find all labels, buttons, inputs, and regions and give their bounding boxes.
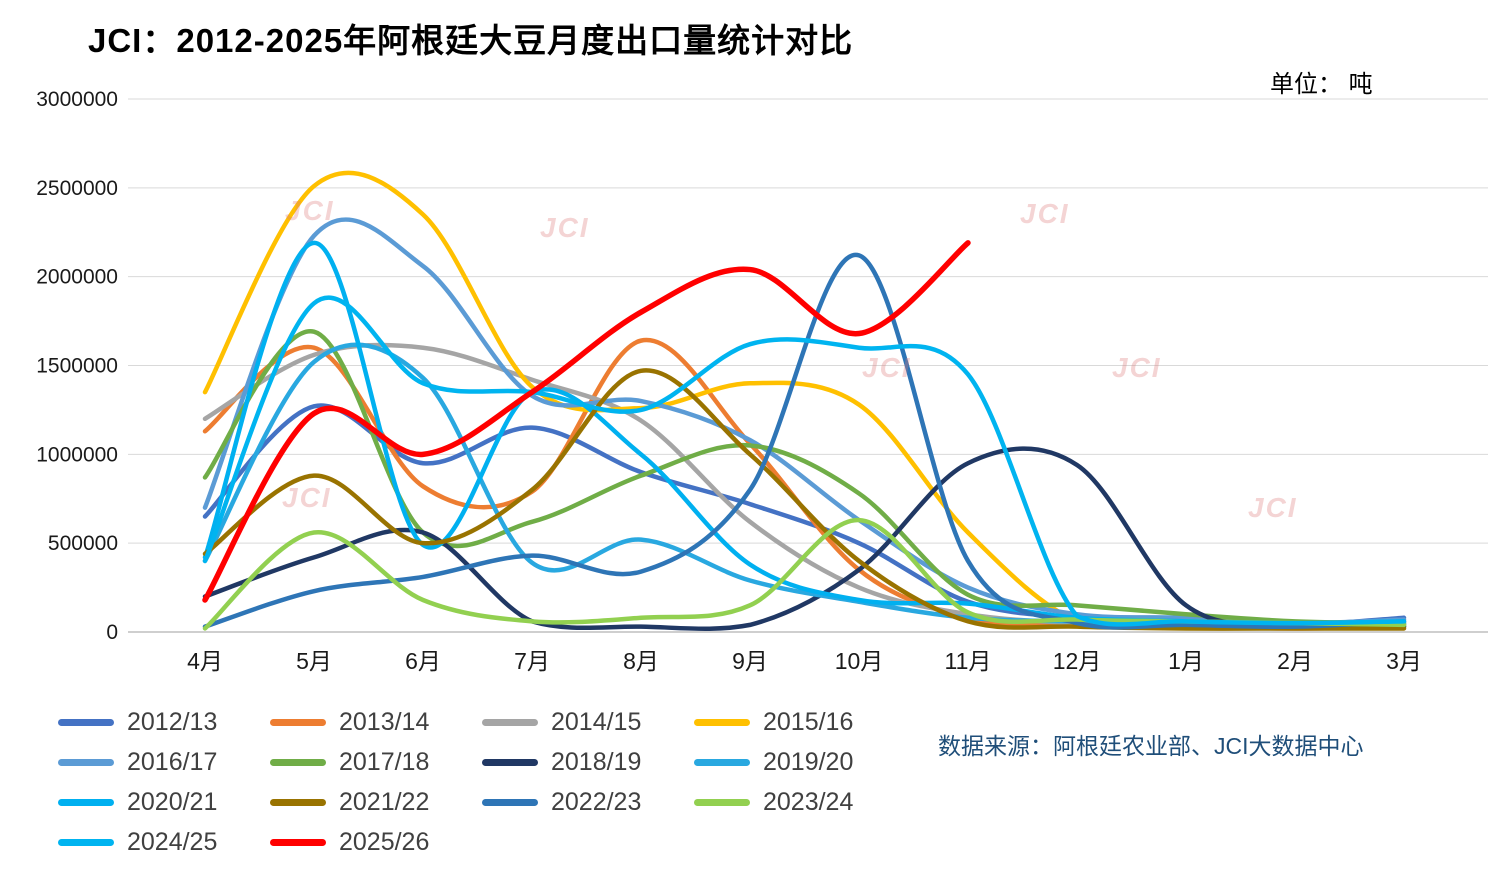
legend-item-2021-22: 2021/22: [270, 782, 482, 822]
legend-item-2017-18: 2017/18: [270, 742, 482, 782]
y-tick-label: 3000000: [36, 88, 118, 111]
legend-label: 2022/23: [551, 787, 642, 816]
legend-swatch: [482, 798, 538, 806]
legend-label: 2020/21: [127, 787, 218, 816]
x-tick-label: 8月: [623, 648, 659, 674]
legend-item-2013-14: 2013/14: [270, 702, 482, 742]
x-tick-label: 9月: [732, 648, 768, 674]
x-tick-label: 4月: [187, 648, 223, 674]
legend-label: 2021/22: [339, 787, 430, 816]
x-tick-label: 1月: [1168, 648, 1204, 674]
legend-label: 2025/26: [339, 827, 430, 856]
legend-label: 2019/20: [763, 747, 854, 776]
legend-label: 2012/13: [127, 707, 218, 736]
x-tick-label: 10月: [835, 648, 884, 674]
legend-item-2018-19: 2018/19: [482, 742, 694, 782]
x-tick-label: 11月: [945, 648, 992, 674]
series-line-2022-23: [202, 252, 1407, 630]
legend-swatch: [58, 758, 114, 766]
chart-legend: 2012/13 2013/14 2014/15 2015/16 2016/17 2017/…: [58, 702, 918, 862]
series-line-2016-17: [202, 217, 1407, 626]
legend-item-2022-23: 2022/23: [482, 782, 694, 822]
legend-label: 2018/19: [551, 747, 642, 776]
legend-item-2012-13: 2012/13: [58, 702, 270, 742]
legend-swatch: [58, 718, 114, 726]
series-line-2024-25: [202, 295, 1407, 627]
legend-swatch: [58, 838, 114, 846]
legend-swatch: [482, 758, 538, 766]
x-tick-label: 3月: [1386, 648, 1422, 674]
legend-swatch: [58, 798, 114, 806]
legend-item-2019-20: 2019/20: [694, 742, 906, 782]
series-line-2021-22: [202, 368, 1407, 631]
legend-item-2023-24: 2023/24: [694, 782, 906, 822]
legend-swatch: [270, 758, 326, 766]
legend-swatch: [694, 758, 750, 766]
legend-label: 2013/14: [339, 707, 430, 736]
legend-label: 2014/15: [551, 707, 642, 736]
unit-label: 单位： 吨: [1270, 71, 1373, 98]
legend-swatch: [270, 838, 326, 846]
legend-item-2024-25: 2024/25: [58, 822, 270, 862]
y-tick-label: 2000000: [36, 266, 118, 289]
legend-label: 2023/24: [763, 787, 854, 816]
y-tick-label: 1000000: [36, 443, 118, 466]
legend-item-2015-16: 2015/16: [694, 702, 906, 742]
series-line-2014-15: [202, 342, 1407, 629]
legend-swatch: [270, 718, 326, 726]
legend-swatch: [482, 718, 538, 726]
x-tick-label: 12月: [1053, 648, 1102, 674]
legend-label: 2024/25: [127, 827, 218, 856]
legend-item-2025-26: 2025/26: [270, 822, 482, 862]
legend-swatch: [270, 798, 326, 806]
y-tick-label: 0: [106, 621, 118, 644]
legend-label: 2017/18: [339, 747, 430, 776]
legend-label: 2016/17: [127, 747, 218, 776]
x-tick-label: 6月: [405, 648, 441, 674]
series-line-2023-24: [202, 517, 1407, 631]
legend-item-2014-15: 2014/15: [482, 702, 694, 742]
legend-label: 2015/16: [763, 707, 854, 736]
legend-swatch: [694, 718, 750, 726]
series-line-2025-26: [202, 240, 971, 603]
x-tick-label: 5月: [296, 648, 332, 674]
legend-item-2020-21: 2020/21: [58, 782, 270, 822]
y-tick-label: 2500000: [36, 177, 118, 200]
y-tick-label: 1500000: [36, 355, 118, 378]
legend-swatch: [694, 798, 750, 806]
chart-title: JCI：2012-2025年阿根廷大豆月度出口量统计对比: [88, 22, 854, 59]
data-source-note: 数据来源：阿根廷农业部、JCI大数据中心: [938, 733, 1364, 759]
x-tick-label: 7月: [514, 648, 550, 674]
y-tick-label: 500000: [48, 532, 118, 555]
x-tick-label: 2月: [1277, 648, 1313, 674]
legend-item-2016-17: 2016/17: [58, 742, 270, 782]
